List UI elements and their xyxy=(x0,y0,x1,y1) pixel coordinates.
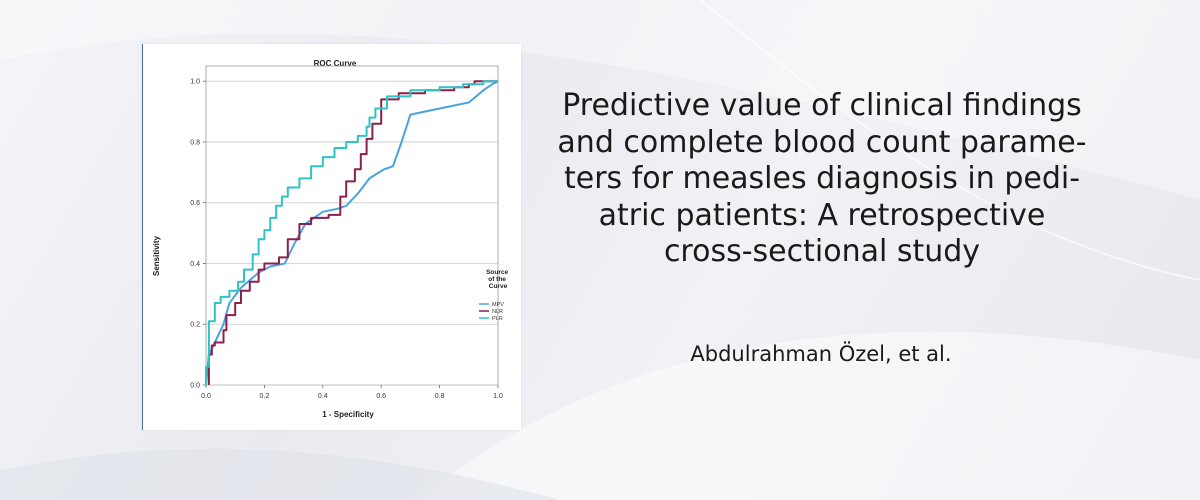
article-title: Predictive value of clinical findings an… xyxy=(548,88,1096,271)
y-tick-label: 0.4 xyxy=(190,261,200,268)
y-tick-label: 0.2 xyxy=(190,322,200,329)
legend-label-plr: PLR xyxy=(492,316,503,322)
article-authors: Abdulrahman Özel, et al. xyxy=(690,342,952,366)
legend-label-mpv: MPV xyxy=(492,302,504,308)
x-tick-label: 1.0 xyxy=(493,393,503,400)
x-tick-label: 0.6 xyxy=(376,393,386,400)
legend-title-line-1: Source xyxy=(486,269,508,276)
y-tick-label: 0.6 xyxy=(190,200,200,207)
title-line: ters for measles diagnosis in pedi- xyxy=(563,161,1081,197)
y-tick-label: 0.0 xyxy=(190,383,200,390)
x-tick-label: 0.4 xyxy=(318,393,328,400)
roc-figure: ROC Curve Sensitivity 1 - Specificity 0.… xyxy=(142,44,521,430)
series-curves xyxy=(205,80,499,386)
series-line-plr xyxy=(205,80,498,385)
title-line: and complete blood count parame- xyxy=(557,124,1087,160)
x-tick-label: 0.8 xyxy=(435,393,445,400)
plot-frame xyxy=(205,65,499,386)
y-axis-label: Sensitivity xyxy=(152,235,161,276)
y-tick-label: 1.0 xyxy=(190,79,200,86)
x-tick-label: 0.2 xyxy=(260,393,270,400)
x-tick-label: 0.0 xyxy=(201,393,211,400)
legend-title: Source of the Curve xyxy=(486,269,510,290)
series-line-mpv xyxy=(205,80,499,386)
y-tick-label: 0.8 xyxy=(190,139,200,146)
chart-title: ROC Curve xyxy=(314,59,357,68)
axis-ticks: 0.0 0.2 0.4 0.6 0.8 1.0 0.0 0.2 0.4 0.6 0.8 1.0 xyxy=(190,79,503,400)
grid-lines xyxy=(205,65,499,386)
legend-label-nlr: NLR xyxy=(492,309,503,315)
roc-chart: ROC Curve Sensitivity 1 - Specificity 0.… xyxy=(152,59,510,419)
series-line-nlr xyxy=(207,80,498,385)
title-line: Predictive value of clinical findings xyxy=(562,88,1082,123)
legend-title-line-2: of the xyxy=(488,276,506,283)
title-line: atric patients: A retrospective xyxy=(598,197,1046,233)
title-line: cross-sectional study xyxy=(663,234,981,270)
legend-title-line-3: Curve xyxy=(489,283,508,290)
x-axis-label: 1 - Specificity xyxy=(322,410,374,419)
